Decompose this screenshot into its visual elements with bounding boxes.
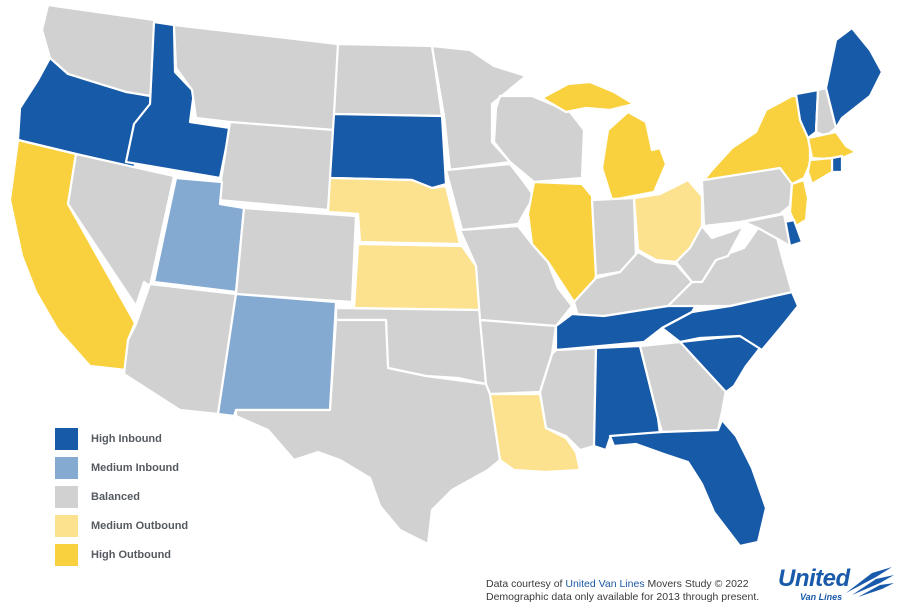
legend-swatch: [55, 427, 78, 450]
legend-swatch: [55, 514, 78, 537]
credits-line-2: Demographic data only available for 2013…: [486, 590, 760, 603]
state-montana[interactable]: [172, 23, 340, 132]
legend-item-medium-outbound: Medium Outbound: [55, 511, 188, 540]
legend-item-medium-inbound: Medium Inbound: [55, 453, 188, 482]
state-new-jersey[interactable]: [788, 178, 810, 228]
data-credits: Data courtesy of United Van Lines Movers…: [486, 578, 759, 603]
legend-label: High Inbound: [91, 432, 162, 445]
map-legend: High Inbound Medium Inbound Balanced Med…: [55, 424, 188, 569]
legend-item-balanced: Balanced: [55, 482, 188, 511]
credits-prefix: Data courtesy of: [486, 578, 566, 590]
credits-suffix: Movers Study © 2022: [644, 578, 749, 590]
logo-wordmark: United: [778, 565, 850, 592]
legend-label: High Outbound: [91, 548, 172, 561]
flag-swoosh-icon: [846, 567, 894, 597]
legend-label: Medium Outbound: [91, 519, 189, 532]
state-kansas[interactable]: [352, 242, 482, 312]
state-massachusetts[interactable]: [806, 130, 858, 162]
legend-item-high-inbound: High Inbound: [55, 424, 188, 453]
state-colorado[interactable]: [234, 206, 358, 304]
legend-label: Balanced: [91, 490, 140, 503]
state-west-virginia[interactable]: [674, 224, 746, 284]
legend-label: Medium Inbound: [91, 461, 179, 474]
state-vermont[interactable]: [794, 88, 820, 140]
legend-item-high-outbound: High Outbound: [55, 540, 188, 569]
united-van-lines-link[interactable]: United Van Lines: [565, 578, 645, 590]
state-maine[interactable]: [824, 26, 884, 130]
state-michigan[interactable]: [540, 80, 668, 202]
united-van-lines-logo: United Van Lines: [778, 563, 898, 607]
state-missouri[interactable]: [458, 224, 574, 328]
logo-subtitle: Van Lines: [800, 592, 843, 602]
state-new-mexico[interactable]: [216, 292, 338, 418]
state-nevada[interactable]: [66, 152, 176, 308]
credits-line-1: Data courtesy of United Van Lines Movers…: [486, 578, 759, 591]
state-south-dakota[interactable]: [328, 112, 448, 190]
state-minnesota[interactable]: [430, 44, 528, 172]
legend-swatch: [55, 543, 78, 566]
state-new-york[interactable]: [702, 94, 812, 186]
state-rhode-island[interactable]: [830, 154, 844, 174]
state-north-dakota[interactable]: [332, 42, 444, 118]
state-iowa[interactable]: [444, 162, 536, 232]
state-florida[interactable]: [608, 418, 768, 548]
legend-swatch: [55, 456, 78, 479]
state-wyoming[interactable]: [216, 120, 336, 212]
state-connecticut[interactable]: [806, 156, 834, 186]
state-arizona[interactable]: [122, 282, 238, 416]
legend-swatch: [55, 485, 78, 508]
state-north-carolina[interactable]: [660, 290, 800, 352]
state-nebraska[interactable]: [326, 176, 462, 246]
state-maryland[interactable]: [742, 212, 792, 248]
